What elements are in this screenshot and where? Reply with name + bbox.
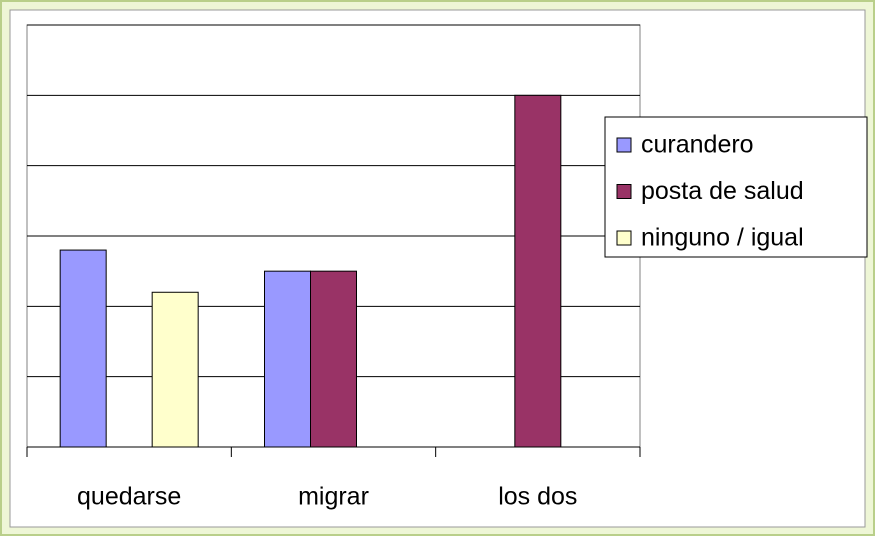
legend-label: posta de salud xyxy=(641,177,804,205)
legend-swatch xyxy=(616,184,632,199)
legend-swatch xyxy=(616,137,632,153)
legend-label: ninguno / igual xyxy=(641,224,804,252)
x-tick-label: los dos xyxy=(498,483,577,511)
x-tick-label: migrar xyxy=(298,483,369,511)
bar xyxy=(59,249,107,448)
legend-box xyxy=(604,116,868,258)
legend-swatch xyxy=(616,230,632,246)
bar xyxy=(310,270,357,448)
bar xyxy=(264,270,311,448)
bar xyxy=(151,291,199,448)
bar xyxy=(514,94,562,448)
x-tick-label: quedarse xyxy=(77,483,181,511)
legend-label: curandero xyxy=(641,131,754,159)
